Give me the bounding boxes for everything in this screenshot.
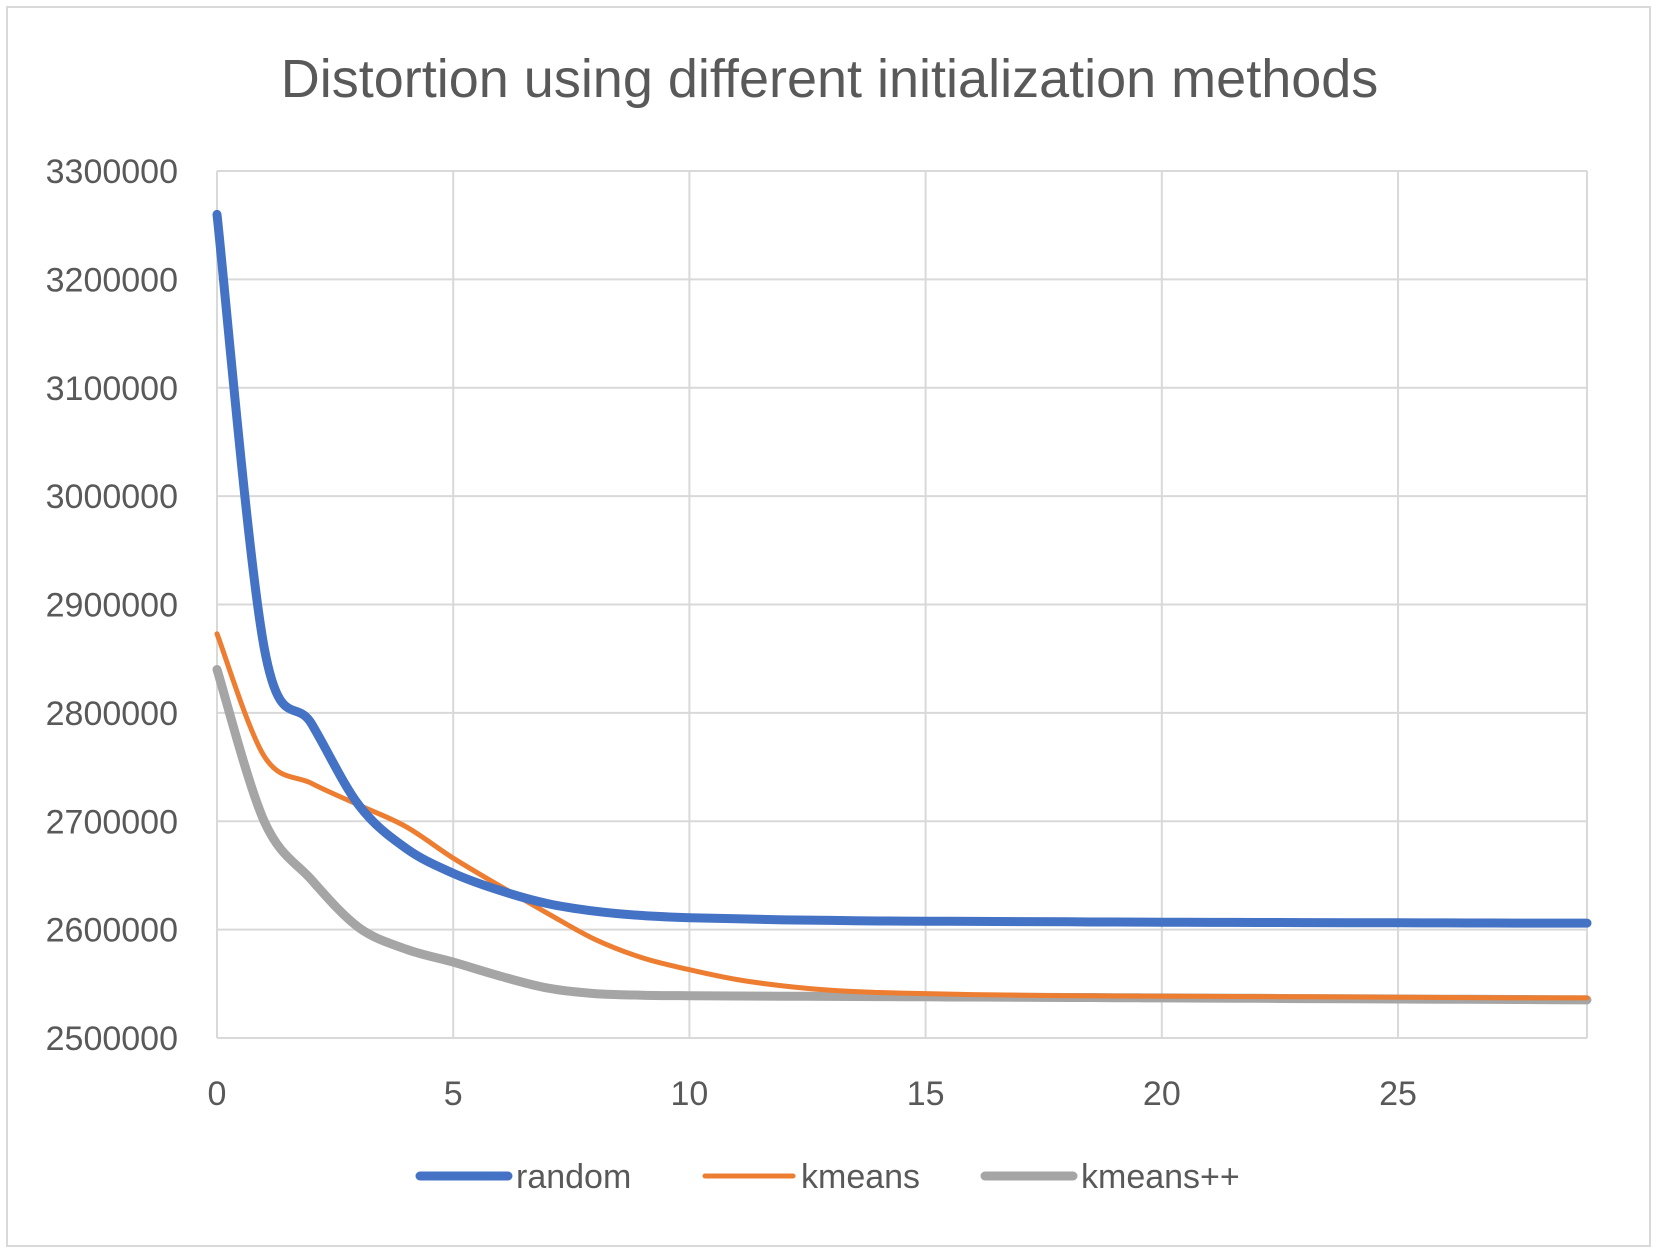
series-layer — [212, 209, 1592, 1005]
grid-layer — [216, 170, 1588, 1039]
series-line-kmeans — [214, 631, 1590, 1001]
y-tick-label: 2800000 — [46, 695, 178, 733]
legend-label-random: random — [516, 1158, 631, 1196]
x-tick-label: 10 — [670, 1075, 708, 1113]
legend: random kmeans kmeans++ — [415, 1158, 1240, 1196]
legend-label-kmeans: kmeans — [801, 1158, 920, 1196]
x-tick-label: 25 — [1379, 1075, 1417, 1113]
y-tick-label: 3000000 — [46, 478, 178, 516]
y-tick-label: 2900000 — [46, 587, 178, 625]
y-tick-label: 2600000 — [46, 912, 178, 950]
y-tick-label: 3300000 — [46, 153, 178, 191]
x-tick-label: 15 — [907, 1075, 945, 1113]
x-tick-label: 0 — [208, 1075, 227, 1113]
x-tick-label: 20 — [1143, 1075, 1181, 1113]
chart-title: Distortion using different initializatio… — [281, 49, 1379, 109]
chart-frame — [6, 6, 1651, 1247]
axis-labels-layer: 2500000 2600000 2700000 2800000 2900000 30000… — [46, 153, 1417, 1113]
y-tick-label: 2700000 — [46, 803, 178, 841]
series-line-random — [212, 209, 1592, 928]
x-tick-label: 5 — [444, 1075, 463, 1113]
y-tick-label: 3200000 — [46, 261, 178, 299]
y-tick-label: 3100000 — [46, 370, 178, 408]
y-tick-label: 2500000 — [46, 1020, 178, 1058]
legend-label-kmeansplusplus: kmeans++ — [1081, 1158, 1240, 1196]
